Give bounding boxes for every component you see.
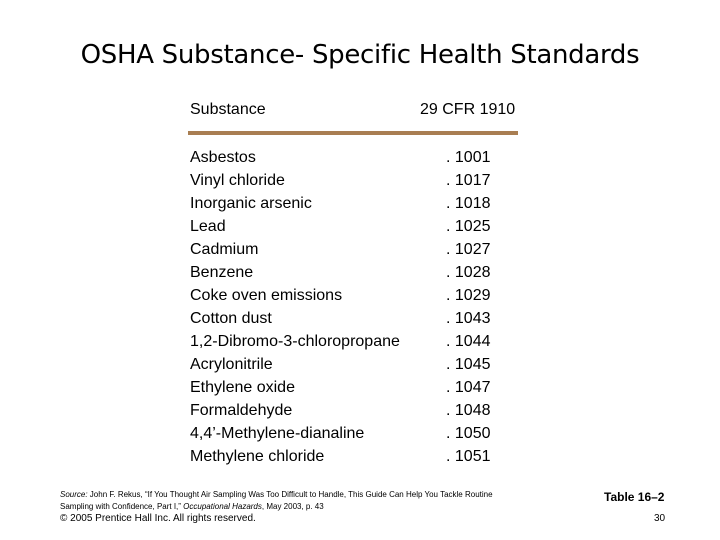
page-number: 30 xyxy=(654,513,666,524)
substance-name: 1,2-Dibromo-3-chloropropane xyxy=(190,333,400,350)
cfr-section: . 1027 xyxy=(446,241,491,258)
cfr-section: . 1050 xyxy=(446,425,491,442)
source-label: Source: xyxy=(60,490,88,499)
cfr-list: . 1001 . 1017 . 1018 . 1025 . 1027 . 1028 . 10… xyxy=(446,146,490,468)
substance-name: Vinyl chloride xyxy=(190,172,285,189)
substance-name: Inorganic arsenic xyxy=(190,195,312,212)
cfr-section: . 1045 xyxy=(446,356,491,373)
table-label: Table 16–2 xyxy=(604,490,665,504)
substance-name: Cadmium xyxy=(190,241,259,258)
substance-name: Cotton dust xyxy=(190,310,272,327)
cfr-section: . 1048 xyxy=(446,402,491,419)
substance-name: Lead xyxy=(190,218,226,235)
source-text: John F. Rekus, “If You Thought Air Sampl… xyxy=(60,490,493,511)
cfr-section: . 1025 xyxy=(446,218,491,235)
substance-name: Formaldehyde xyxy=(190,402,293,419)
slide-title: OSHA Substance- Specific Health Standard… xyxy=(80,40,640,70)
column-header-cfr: 29 CFR 1910 xyxy=(420,101,516,118)
substance-name: Benzene xyxy=(190,264,254,281)
cfr-section: . 1047 xyxy=(446,379,491,396)
cfr-section: . 1018 xyxy=(446,195,491,212)
header-divider xyxy=(188,131,518,135)
copyright-notice: © 2005 Prentice Hall Inc. All rights res… xyxy=(60,513,256,524)
cfr-section: . 1001 xyxy=(446,149,491,166)
substance-name: Acrylonitrile xyxy=(190,356,273,373)
cfr-section: . 1051 xyxy=(446,448,491,465)
cfr-section: . 1029 xyxy=(446,287,491,304)
substance-list: Asbestos Vinyl chloride Inorganic arsenic L… xyxy=(190,146,400,468)
column-header-substance: Substance xyxy=(190,101,266,118)
cfr-section: . 1017 xyxy=(446,172,491,189)
substance-name: Coke oven emissions xyxy=(190,287,343,304)
substance-name: 4,4’-Methylene-dianaline xyxy=(190,425,365,442)
cfr-section: . 1043 xyxy=(446,310,491,327)
cfr-section: . 1044 xyxy=(446,333,491,350)
source-tail: , May 2003, p. 43 xyxy=(261,502,324,511)
cfr-section: . 1028 xyxy=(446,264,491,281)
source-journal: Occupational Hazards xyxy=(183,502,262,511)
source-citation: Source: John F. Rekus, “If You Thought A… xyxy=(60,489,500,513)
substance-name: Asbestos xyxy=(190,149,256,166)
substance-name: Methylene chloride xyxy=(190,448,325,465)
substance-name: Ethylene oxide xyxy=(190,379,295,396)
